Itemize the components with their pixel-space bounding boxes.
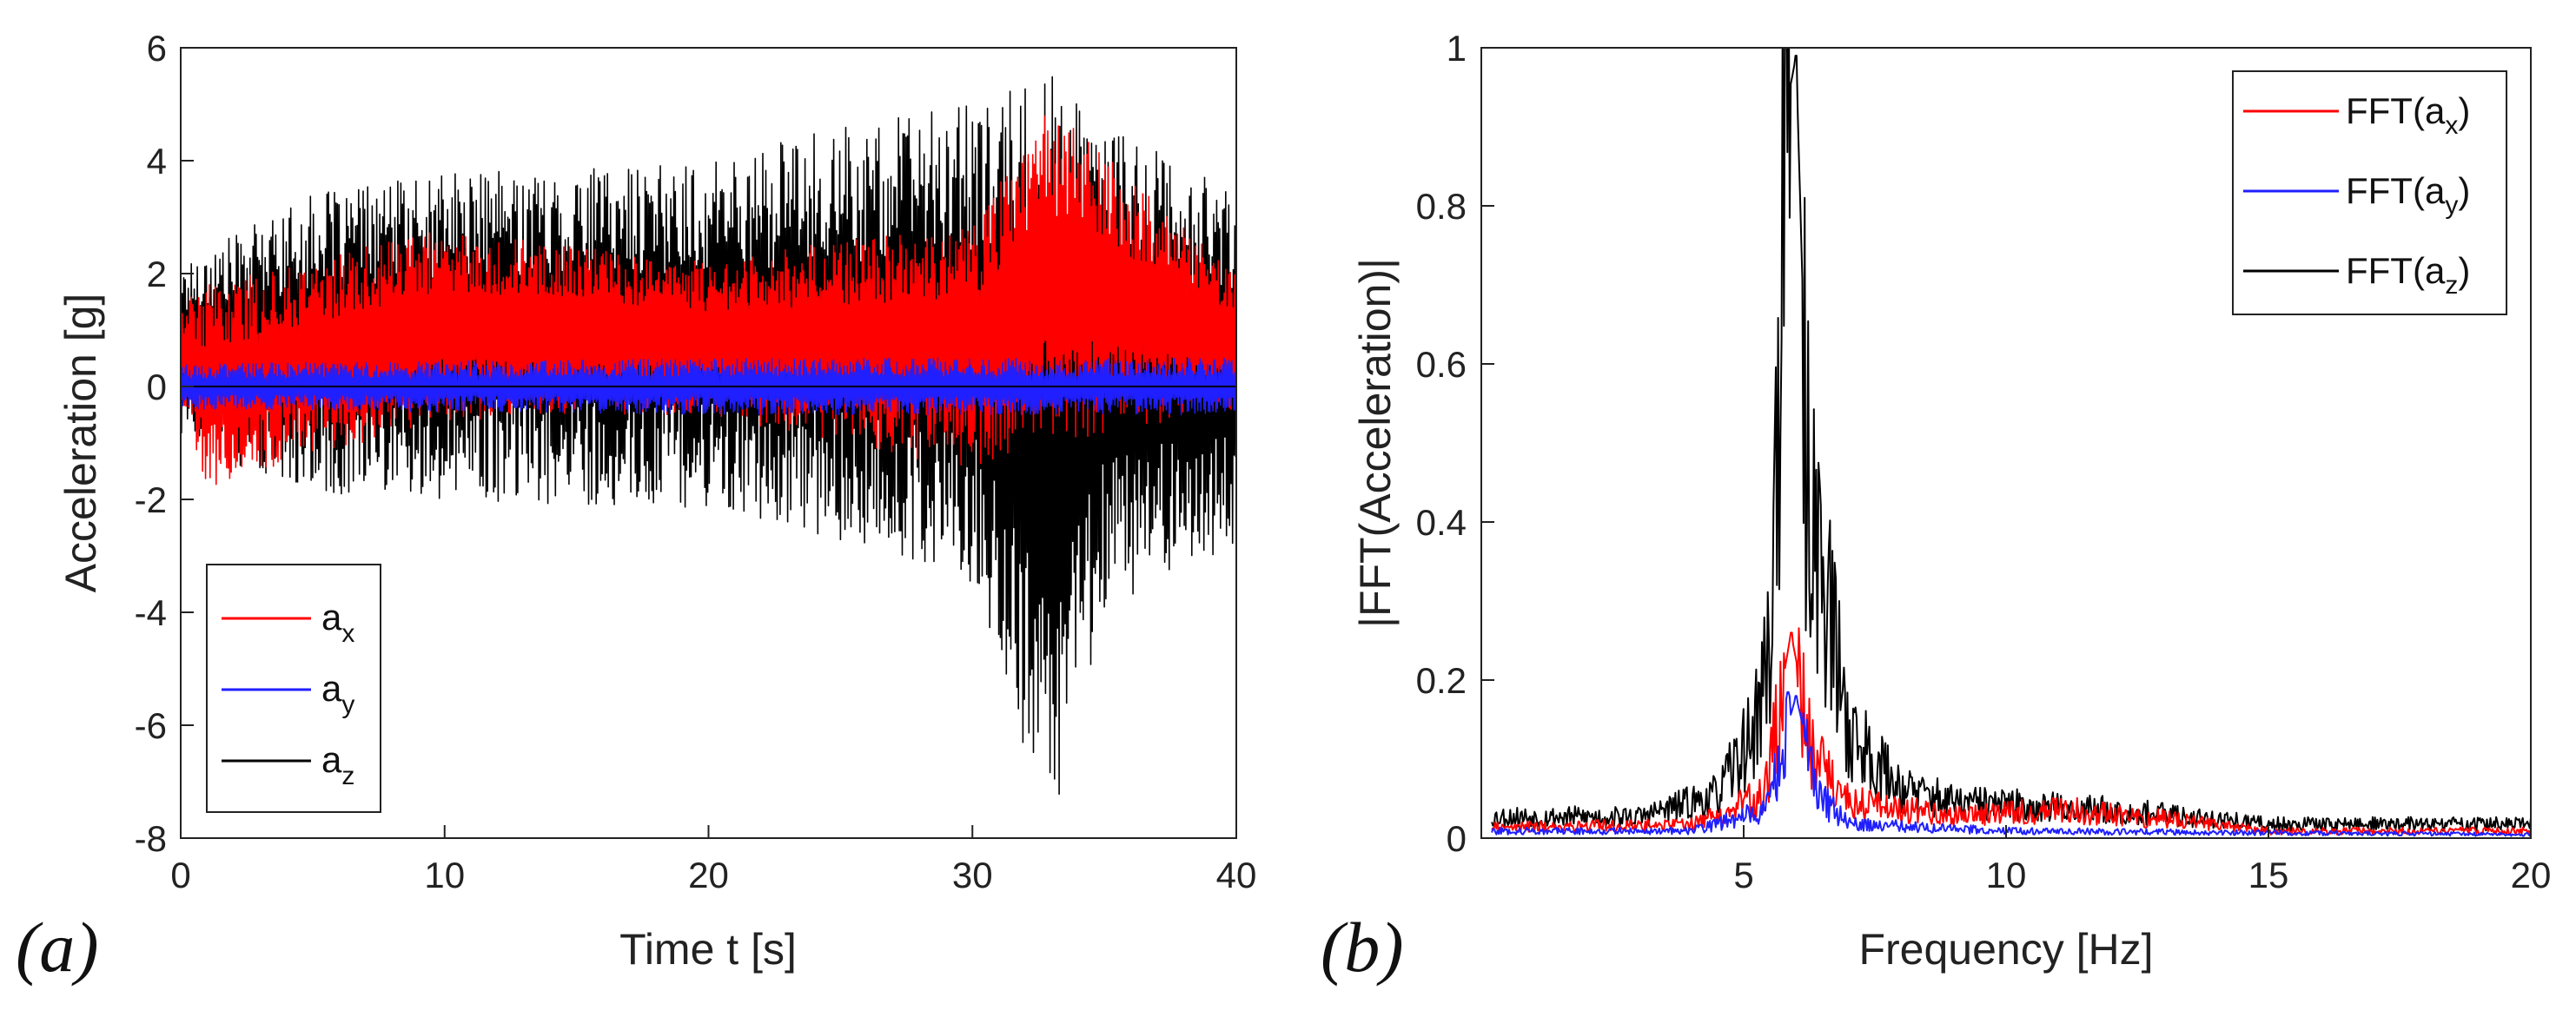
x-tick-label: 10: [1986, 855, 2027, 895]
series-group-b: [1491, 48, 2531, 837]
x-tick-label: 20: [688, 855, 729, 895]
series-line-fft-az: [1491, 48, 2531, 832]
x-tick-label: 40: [1216, 855, 1257, 895]
y-tick-label: 1: [1447, 28, 1467, 69]
legend-label-az: az: [321, 739, 354, 790]
x-tick-label: 5: [1733, 855, 1753, 895]
y-axis-label-b: |FFT(Acceleration)|: [1351, 258, 1400, 628]
legend-label-fft-az: FFT(az): [2346, 250, 2470, 300]
y-tick-label: -6: [135, 705, 167, 746]
legend-label-ay: ay: [321, 668, 354, 719]
series-line-fft-ax: [1491, 627, 2531, 836]
x-axis-label-b: Frequency [Hz]: [1858, 925, 2153, 974]
series-line-ay: [181, 357, 1236, 416]
legend-b: FFT(ax) FFT(ay) FFT(az): [2232, 70, 2507, 315]
y-tick-label: 0.6: [1416, 344, 1467, 385]
legend-label-ax: ax: [321, 597, 354, 648]
legend-label-fft-ay: FFT(ay): [2346, 170, 2470, 220]
y-tick-label: 2: [147, 254, 167, 294]
series-line-fft-ay: [1491, 690, 2531, 837]
legend-a: ax ay az: [206, 564, 381, 813]
legend-label-fft-ax: FFT(ax): [2346, 90, 2470, 140]
x-tick-label: 30: [952, 855, 993, 895]
y-tick-label: 0.4: [1416, 502, 1467, 543]
y-tick-label: -4: [135, 592, 167, 633]
y-axis-label-a: Acceleration [g]: [56, 294, 105, 593]
fft-chart: 5 10 15 20 0 0.2 0.4 0.6 0.8 1 Frequency…: [1321, 28, 2551, 987]
x-tick-label: 0: [170, 855, 190, 895]
y-tick-label: -8: [135, 818, 167, 859]
time-series-chart: 0 10 20 30 40 -8 -6 -4 -2 0 2 4 6 Time t…: [16, 28, 1256, 987]
y-tick-label: 4: [147, 141, 167, 182]
y-tick-label: 0: [147, 367, 167, 407]
x-ticks-a: 0 10 20 30 40: [170, 825, 1256, 895]
series-line-ax: [181, 115, 1236, 486]
y-ticks-a: -8 -6 -4 -2 0 2 4 6: [135, 28, 194, 859]
x-tick-label: 10: [424, 855, 465, 895]
panel-label-a: (a): [16, 908, 99, 987]
y-tick-label: 0.2: [1416, 660, 1467, 701]
y-tick-label: -2: [135, 479, 167, 520]
x-tick-label: 15: [2248, 855, 2289, 895]
series-group-a: [181, 76, 1236, 795]
x-ticks-b: 5 10 15 20: [1733, 825, 2551, 895]
y-tick-label: 6: [147, 28, 167, 69]
y-tick-label: 0.8: [1416, 186, 1467, 227]
x-tick-label: 20: [2511, 855, 2552, 895]
panel-label-b: (b): [1321, 908, 1404, 987]
y-ticks-b: 0 0.2 0.4 0.6 0.8 1: [1416, 28, 1494, 859]
y-tick-label: 0: [1447, 818, 1467, 859]
x-axis-label-a: Time t [s]: [619, 925, 797, 974]
